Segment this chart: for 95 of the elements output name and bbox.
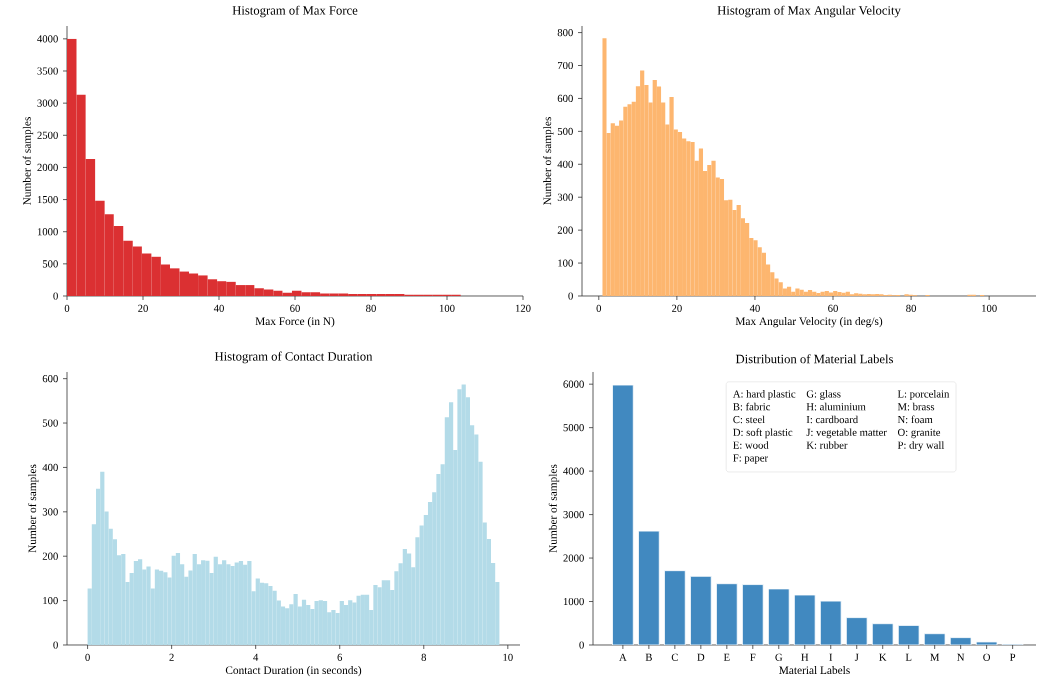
y-tick-label: 4000 <box>563 467 584 475</box>
x-axis-title: Material Labels <box>779 666 850 674</box>
x-tick-label: 0 <box>596 304 602 312</box>
annotation: G: glass <box>806 390 841 400</box>
y-tick-label: 500 <box>42 419 58 427</box>
x-tick-label: 20 <box>671 304 682 312</box>
annotation: O: granite <box>897 428 941 439</box>
y-tick-label: 500 <box>42 260 58 268</box>
y-axis-title: Number of samples <box>548 464 560 553</box>
x-tick-label: D <box>697 653 705 661</box>
x-tick-label: 0 <box>64 304 70 312</box>
x-tick-label: E <box>723 653 730 661</box>
chart-title: Histogram of Max Angular Velocity <box>717 5 901 18</box>
annotation: I: cardboard <box>806 415 858 424</box>
y-tick-label: 0 <box>53 292 58 300</box>
y-tick-label: 3500 <box>37 67 58 75</box>
y-tick-label: 200 <box>557 226 573 234</box>
x-axis-title: Max Angular Velocity (in deg/s) <box>735 317 883 328</box>
chart-title: Histogram of Max Force <box>232 5 358 18</box>
y-tick-label: 200 <box>42 552 58 560</box>
x-tick-label: K <box>879 653 887 661</box>
chart-title: Histogram of Contact Duration <box>214 351 373 364</box>
x-tick-label: M <box>930 653 940 661</box>
y-tick-label: 1000 <box>563 597 584 606</box>
x-tick-label: 100 <box>982 304 997 312</box>
x-axis-title: Contact Duration (in seconds) <box>225 666 362 677</box>
y-tick-label: 2000 <box>37 163 58 172</box>
y-tick-label: 100 <box>43 597 58 605</box>
y-axis-title: Number of samples <box>543 117 554 206</box>
annotation: D: soft plastic <box>733 428 793 439</box>
annotation: K: rubber <box>806 441 848 449</box>
x-tick-label: 0 <box>85 653 90 661</box>
y-tick-label: 100 <box>558 259 573 267</box>
x-tick-label: J <box>854 653 859 661</box>
x-tick-label: C <box>671 653 678 661</box>
x-tick-label: 4 <box>253 653 259 661</box>
x-tick-label: 10 <box>503 653 513 661</box>
annotation: B: fabric <box>733 402 771 411</box>
x-tick-label: 6 <box>337 653 343 661</box>
x-tick-label: 8 <box>421 653 427 661</box>
x-tick-label: 120 <box>515 304 531 312</box>
y-tick-label: 4000 <box>37 35 58 43</box>
annotation: H: aluminium <box>806 402 866 411</box>
y-tick-label: 0 <box>579 641 584 649</box>
y-tick-label: 0 <box>568 292 573 300</box>
y-tick-label: 600 <box>557 94 573 103</box>
y-tick-label: 1000 <box>37 228 58 236</box>
annotation: N: foam <box>897 415 933 424</box>
x-tick-label: P <box>1009 653 1016 661</box>
y-axis-title: Number of samples <box>22 117 34 206</box>
x-tick-label: L <box>905 653 912 661</box>
y-tick-label: 300 <box>42 508 58 516</box>
y-tick-label: 2000 <box>563 554 584 562</box>
annotation: M: brass <box>897 402 935 411</box>
x-tick-label: A <box>619 653 627 661</box>
y-tick-label: 6000 <box>563 380 584 388</box>
y-tick-label: 300 <box>557 193 573 201</box>
annotation: A: hard plastic <box>732 390 796 400</box>
x-tick-label: O <box>983 653 991 661</box>
x-tick-label: N <box>957 653 965 661</box>
x-axis-title: Max Force (in N) <box>255 317 335 328</box>
y-tick-label: 5000 <box>563 424 584 432</box>
x-tick-label: 80 <box>366 304 376 312</box>
annotation: P: dry wall <box>897 441 945 451</box>
y-tick-label: 2500 <box>37 131 58 139</box>
annotation: J: vegetable matter <box>806 428 887 439</box>
x-tick-label: H <box>801 653 809 661</box>
x-tick-label: 2 <box>169 653 174 661</box>
y-tick-label: 0 <box>53 641 58 649</box>
x-tick-label: 60 <box>290 304 300 312</box>
annotation: F: paper <box>733 454 768 464</box>
y-tick-label: 3000 <box>37 99 58 107</box>
x-tick-label: 80 <box>906 304 917 312</box>
annotation: E: wood <box>733 441 769 449</box>
y-tick-label: 400 <box>42 463 58 472</box>
y-tick-label: 600 <box>42 375 58 383</box>
x-tick-label: I <box>829 653 833 661</box>
y-tick-label: 400 <box>557 160 573 168</box>
x-tick-label: 20 <box>138 304 148 312</box>
x-tick-label: B <box>645 653 652 661</box>
y-axis-title: Number of samples <box>28 464 39 553</box>
x-tick-label: 40 <box>749 304 760 312</box>
x-tick-label: F <box>750 653 756 661</box>
x-tick-label: G <box>775 653 783 661</box>
y-tick-label: 3000 <box>563 510 584 519</box>
x-tick-label: 100 <box>439 304 455 312</box>
x-tick-label: 60 <box>828 304 838 312</box>
x-tick-label: 40 <box>213 304 224 312</box>
y-tick-label: 1500 <box>37 195 58 204</box>
y-tick-label: 700 <box>558 61 573 70</box>
chart-title: Distribution of Material Labels <box>735 354 894 364</box>
y-tick-label: 800 <box>557 28 573 37</box>
annotation: L: porcelain <box>897 390 950 400</box>
annotation: C: steel <box>733 415 765 424</box>
y-tick-label: 500 <box>557 127 573 135</box>
